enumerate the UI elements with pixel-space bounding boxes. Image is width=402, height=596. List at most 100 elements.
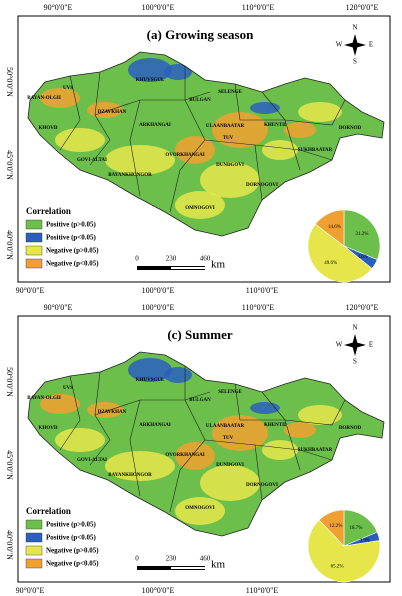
legend-label: Negative (p>0.05) bbox=[46, 547, 99, 555]
scale-bar-half bbox=[171, 267, 205, 269]
scale-tick: 460 bbox=[200, 555, 211, 563]
pie-slice bbox=[314, 209, 345, 247]
province-label: GOVI-ALTAI bbox=[77, 158, 107, 163]
province-label: SUKHBAATAR bbox=[298, 448, 333, 453]
legend-swatch bbox=[25, 545, 43, 556]
pie-slice bbox=[318, 509, 345, 547]
correlation-patch bbox=[298, 405, 342, 425]
province-label: DZAVKHAN bbox=[98, 410, 127, 415]
province-border bbox=[129, 399, 141, 497]
province-label: KHOVD bbox=[39, 426, 58, 431]
province-label: DZAVKHAN bbox=[98, 110, 127, 115]
correlation-patch bbox=[284, 422, 316, 438]
province-label: OMNOGOVI bbox=[185, 506, 214, 511]
bottom-axis-label: 110°0'0"E bbox=[246, 286, 279, 295]
province-border bbox=[254, 444, 333, 461]
correlation-patch bbox=[200, 465, 260, 501]
bottom-axis-label: 100°0'0"E bbox=[142, 586, 175, 595]
left-axis-label: 45°0'0"N bbox=[5, 150, 14, 180]
map-patches bbox=[40, 58, 360, 219]
top-axis-label: 120°0'0"E bbox=[346, 3, 379, 12]
correlation-patch bbox=[340, 115, 360, 125]
correlation-patch bbox=[340, 418, 360, 428]
correlation-patch bbox=[175, 442, 215, 470]
map-panel: 90°0'0"E 100°0'0"E 110°0'0"E 120°0'0"E 90°0'… bbox=[5, 3, 391, 295]
legend-swatch bbox=[25, 519, 43, 530]
country-outline bbox=[27, 351, 385, 537]
legend-label: Positive (p>0.05) bbox=[46, 521, 97, 529]
correlation-patch bbox=[55, 428, 105, 452]
legend-title: Correlation bbox=[26, 506, 71, 516]
province-label: BAYANKHONGOR bbox=[108, 173, 152, 178]
correlation-patch bbox=[284, 122, 316, 138]
compass-letter: N bbox=[352, 324, 357, 332]
province-border bbox=[254, 144, 333, 161]
compass-letter: S bbox=[353, 358, 357, 366]
province-label: KHUVSGUL bbox=[136, 378, 165, 383]
province-label: BAYAN-OLGII bbox=[27, 396, 61, 401]
legend-label: Positive (p<0.05) bbox=[46, 534, 97, 542]
province-label: OVORKHANGAI bbox=[165, 453, 204, 458]
pie-label: 18.7% bbox=[350, 526, 363, 531]
province-border bbox=[89, 371, 111, 466]
province-label: ARKHANGAI bbox=[139, 123, 171, 128]
correlation-patch bbox=[128, 58, 172, 82]
legend-swatch bbox=[25, 258, 43, 269]
province-label: DORNOD bbox=[339, 426, 362, 431]
province-label: SELENGE bbox=[218, 90, 242, 95]
top-axis-label: 100°0'0"E bbox=[142, 3, 175, 12]
compass-letter: S bbox=[353, 58, 357, 66]
province-label: BULGAN bbox=[189, 98, 211, 103]
correlation-patch bbox=[105, 145, 175, 175]
pie-label: 4.6% bbox=[357, 255, 367, 260]
scale-tick: 0 bbox=[135, 255, 139, 263]
pie-slice bbox=[307, 519, 381, 583]
panel-title: (a) Growing season bbox=[147, 27, 254, 42]
legend-swatch bbox=[25, 532, 43, 543]
legend-label: Positive (p<0.05) bbox=[46, 234, 97, 242]
legend-label: Positive (p>0.05) bbox=[46, 221, 97, 229]
province-border bbox=[59, 375, 81, 451]
province-label: TUV bbox=[223, 136, 234, 141]
top-axis-label: 110°0'0"E bbox=[242, 3, 275, 12]
province-label: ARKHANGAI bbox=[139, 423, 171, 428]
legend-label: Negative (p<0.05) bbox=[46, 260, 99, 268]
compass-letter: E bbox=[369, 341, 373, 349]
country-outline bbox=[27, 51, 385, 237]
province-label: DUNDGOVI bbox=[216, 463, 244, 468]
top-axis-label: 100°0'0"E bbox=[142, 303, 175, 312]
legend-swatch bbox=[25, 219, 43, 230]
scale-unit: km bbox=[211, 559, 226, 571]
province-label: DUNDGOVI bbox=[216, 163, 244, 168]
province-border bbox=[89, 71, 111, 166]
correlation-patch bbox=[298, 102, 342, 122]
scale-tick: 460 bbox=[200, 255, 211, 263]
province-label: UVS bbox=[63, 386, 73, 391]
scale-tick: 0 bbox=[135, 555, 139, 563]
panel-title: (c) Summer bbox=[167, 327, 233, 342]
country-fill bbox=[28, 352, 384, 536]
legend-title: Correlation bbox=[26, 206, 71, 216]
compass-rose bbox=[344, 34, 366, 56]
province-label: BULGAN bbox=[189, 398, 211, 403]
pie-label: 14.6% bbox=[328, 225, 341, 230]
left-axis-label: 45°0'0"N bbox=[5, 450, 14, 480]
bottom-axis-label: 90°0'0"E bbox=[16, 586, 45, 595]
province-label: TUV bbox=[223, 436, 234, 441]
pie-slice bbox=[307, 223, 373, 283]
correlation-patch bbox=[262, 440, 298, 460]
top-axis-label: 120°0'0"E bbox=[346, 303, 379, 312]
province-label: ULAANBAATAR bbox=[206, 124, 245, 129]
province-border bbox=[234, 383, 301, 471]
legend-label: Negative (p<0.05) bbox=[46, 560, 99, 568]
legend-swatch bbox=[25, 245, 43, 256]
bottom-axis-label: 110°0'0"E bbox=[246, 586, 279, 595]
province-label: KHUVSGUL bbox=[136, 78, 165, 83]
province-border bbox=[261, 91, 346, 126]
compass-letter: E bbox=[369, 41, 373, 49]
pie-slice bbox=[343, 209, 381, 261]
compass-letter: W bbox=[336, 341, 343, 349]
pie-label: 12.2% bbox=[329, 524, 342, 529]
province-label: OMNOGOVI bbox=[185, 206, 214, 211]
